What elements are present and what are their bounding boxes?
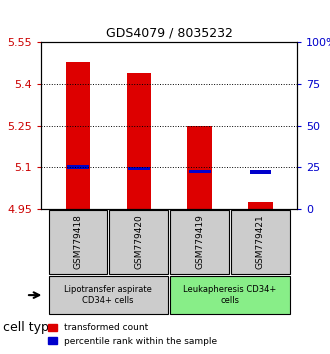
Text: GSM779420: GSM779420 <box>134 215 143 269</box>
Bar <box>249 171 271 174</box>
Text: cell type: cell type <box>3 321 57 334</box>
Text: Leukapheresis CD34+
cells: Leukapheresis CD34+ cells <box>183 285 277 305</box>
Title: GDS4079 / 8035232: GDS4079 / 8035232 <box>106 27 233 40</box>
Bar <box>67 165 89 169</box>
Text: GSM779421: GSM779421 <box>256 215 265 269</box>
FancyBboxPatch shape <box>49 276 168 314</box>
FancyBboxPatch shape <box>49 210 107 274</box>
Bar <box>126 73 151 209</box>
FancyBboxPatch shape <box>170 210 229 274</box>
Bar <box>248 202 273 209</box>
FancyBboxPatch shape <box>170 276 290 314</box>
FancyBboxPatch shape <box>110 210 168 274</box>
FancyBboxPatch shape <box>231 210 290 274</box>
Legend: transformed count, percentile rank within the sample: transformed count, percentile rank withi… <box>44 320 221 349</box>
Text: Lipotransfer aspirate
CD34+ cells: Lipotransfer aspirate CD34+ cells <box>64 285 152 305</box>
Bar <box>189 170 211 173</box>
Text: GSM779418: GSM779418 <box>73 215 82 269</box>
Bar <box>128 167 149 170</box>
Bar <box>66 62 90 209</box>
Text: GSM779419: GSM779419 <box>195 215 204 269</box>
Bar <box>187 126 212 209</box>
